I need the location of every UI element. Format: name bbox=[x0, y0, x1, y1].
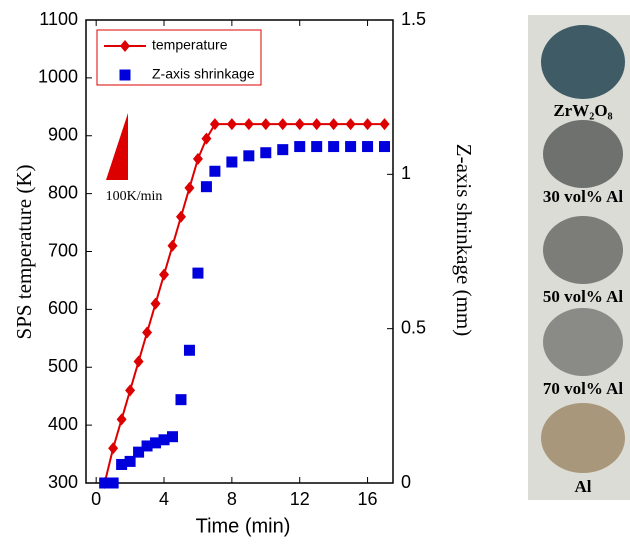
data-point bbox=[192, 152, 203, 165]
data-point bbox=[345, 141, 357, 153]
data-point bbox=[150, 437, 162, 449]
x-tick-label: 4 bbox=[159, 489, 169, 509]
data-point bbox=[175, 394, 187, 406]
data-point bbox=[183, 344, 195, 356]
legend-label: Z-axis shrinkage bbox=[152, 66, 255, 82]
data-point bbox=[158, 434, 170, 446]
data-point bbox=[184, 181, 195, 194]
photo-label: Al bbox=[575, 477, 592, 496]
data-point bbox=[362, 118, 373, 131]
data-point bbox=[167, 431, 179, 443]
disc bbox=[541, 25, 625, 99]
legend-marker bbox=[119, 69, 131, 81]
data-point bbox=[133, 446, 145, 458]
data-point bbox=[124, 455, 136, 467]
photo-label: 50 vol% Al bbox=[543, 287, 624, 306]
photo-labels: ZrW₂O₈ 30 vol% Al 50 vol% Al 70 vol% Al Al bbox=[543, 101, 624, 496]
y2-tick-label: 1 bbox=[401, 163, 411, 183]
disc bbox=[541, 403, 625, 473]
y-tick-label: 600 bbox=[48, 298, 78, 318]
y2-tick-label: 0 bbox=[401, 472, 411, 492]
data-point bbox=[142, 326, 153, 339]
disc bbox=[543, 120, 623, 188]
data-point bbox=[159, 268, 170, 281]
data-point bbox=[379, 118, 390, 131]
data-point bbox=[243, 150, 255, 162]
data-point bbox=[226, 156, 238, 168]
data-point bbox=[150, 297, 161, 310]
data-point bbox=[209, 165, 221, 177]
y2-axis-label: Z-axis shrinkage (mm) bbox=[452, 144, 476, 336]
data-point bbox=[260, 147, 272, 159]
annotation: 100K/min bbox=[106, 189, 163, 204]
data-point bbox=[260, 118, 271, 131]
data-point bbox=[226, 118, 237, 131]
photo-label: 30 vol% Al bbox=[543, 187, 624, 206]
y2-tick-label: 1.5 bbox=[401, 9, 426, 29]
data-point bbox=[311, 118, 322, 131]
plot-frame bbox=[85, 19, 394, 484]
slope-triangle bbox=[106, 113, 128, 180]
data-point bbox=[107, 477, 119, 489]
data-point bbox=[311, 141, 323, 153]
series-line bbox=[103, 123, 385, 484]
x-tick-label: 0 bbox=[91, 489, 101, 509]
data-point bbox=[192, 267, 204, 279]
y-axis-label: SPS temperature (K) bbox=[12, 165, 36, 340]
x-axis-label: Time (min) bbox=[196, 515, 291, 537]
data-point bbox=[141, 440, 153, 452]
data-point bbox=[200, 181, 212, 193]
data-point bbox=[328, 118, 339, 131]
legend-marker bbox=[120, 40, 130, 52]
legend-label: temperature bbox=[152, 37, 228, 53]
data-point bbox=[99, 477, 111, 489]
y-tick-label: 1000 bbox=[38, 67, 78, 87]
y-tick-label: 1100 bbox=[39, 9, 78, 29]
data-point bbox=[362, 141, 374, 153]
y-tick-label: 800 bbox=[48, 182, 78, 202]
data-point bbox=[201, 132, 212, 145]
y-tick-label: 500 bbox=[48, 356, 78, 376]
y2-tick-label: 0.5 bbox=[401, 317, 426, 337]
data-point bbox=[277, 144, 289, 156]
data-point bbox=[379, 141, 391, 153]
y-tick-label: 900 bbox=[48, 125, 78, 145]
photo-discs bbox=[541, 25, 625, 473]
data-point bbox=[294, 141, 306, 153]
data-point bbox=[209, 118, 220, 131]
data-point bbox=[328, 141, 340, 153]
x-tick-label: 8 bbox=[227, 489, 237, 509]
y-tick-label: 300 bbox=[48, 472, 78, 492]
x-tick-label: 16 bbox=[358, 489, 378, 509]
data-point bbox=[345, 118, 356, 131]
data-point bbox=[116, 413, 127, 426]
data-point bbox=[116, 458, 128, 470]
data-point bbox=[243, 118, 254, 131]
x-tick-label: 12 bbox=[290, 489, 310, 509]
data-point bbox=[277, 118, 288, 131]
disc bbox=[543, 216, 623, 284]
y-tick-label: 700 bbox=[48, 240, 78, 260]
disc bbox=[543, 308, 623, 376]
data-point bbox=[175, 210, 186, 223]
data-point bbox=[125, 384, 136, 397]
y-tick-label: 400 bbox=[48, 414, 78, 434]
photo-label: 70 vol% Al bbox=[543, 379, 624, 398]
data-point bbox=[108, 442, 119, 455]
data-point bbox=[133, 355, 144, 368]
photo-label: ZrW₂O₈ bbox=[553, 101, 612, 120]
data-point bbox=[294, 118, 305, 131]
data-point bbox=[167, 239, 178, 252]
